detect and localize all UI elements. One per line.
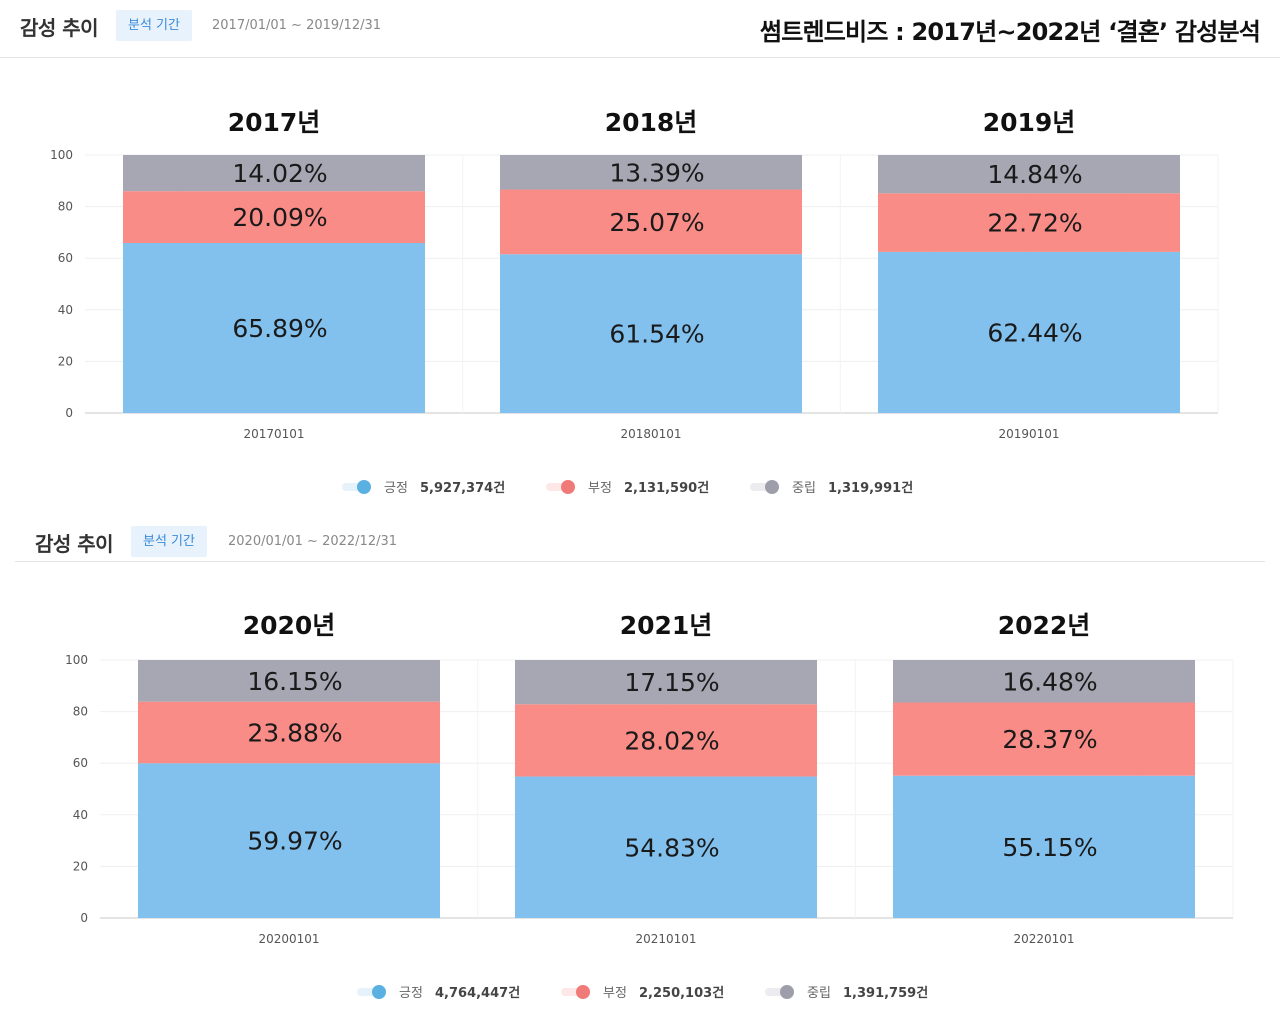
y-tick-label: 20 [58, 354, 73, 368]
data-label-긍정-20180101: 61.54% [609, 320, 704, 349]
data-label-중립-20180101: 13.39% [609, 158, 704, 187]
period-range-2: 2020/01/01 ~ 2022/12/31 [228, 534, 398, 549]
legend-label: 중립 [792, 481, 816, 496]
data-label-부정-20170101: 20.09% [232, 203, 327, 232]
data-label-중립-20170101: 14.02% [232, 159, 327, 188]
data-label-긍정-20170101: 65.89% [232, 314, 327, 343]
legend-item-긍정[interactable]: 긍정 5,927,374건 [342, 480, 505, 496]
legend-dot-icon [372, 985, 386, 999]
legend-count: 2,250,103건 [639, 985, 724, 1001]
year-title: 2022년 [998, 611, 1091, 640]
bar-segment-중립-20180101[interactable] [500, 155, 802, 190]
legend-item-중립[interactable]: 중립 1,319,991건 [750, 480, 913, 496]
data-label-중립-20200101: 16.15% [247, 667, 342, 696]
panel-header-1: 감성 추이 분석 기간 2017/01/01 ~ 2019/12/31 [0, 0, 1280, 56]
y-tick-label: 0 [80, 911, 88, 925]
y-tick-label: 80 [73, 705, 88, 719]
data-label-중립-20190101: 14.84% [987, 160, 1082, 189]
y-tick-label: 60 [58, 251, 73, 265]
legend-count: 5,927,374건 [420, 480, 505, 496]
stacked-bar-chart-2020-2022: 0 20 40 60 80 100 59.97% 23.88% 16.15% 20200101 20… [65, 611, 1234, 1001]
data-label-긍정-20210101: 54.83% [624, 833, 719, 862]
bar-segment-부정-20210101[interactable] [515, 704, 817, 777]
x-tick-label: 20170101 [243, 427, 304, 441]
period-badge-1[interactable]: 분석 기간 [116, 10, 192, 41]
legend-dot-icon [765, 480, 779, 494]
sentiment-panel-2: 감성 추이 분석 기간 2020/01/01 ~ 2022/12/31 0 20 4… [0, 512, 1280, 1023]
y-tick-label: 60 [73, 756, 88, 770]
header-divider-2 [15, 561, 1265, 562]
legend-item-중립[interactable]: 중립 1,391,759건 [765, 985, 928, 1001]
data-label-긍정-20200101: 59.97% [247, 827, 342, 856]
main-title: 썸트렌드비즈 : 2017년~2022년 ‘결혼’ 감성분석 [759, 18, 1261, 46]
legend-dot-icon [357, 480, 371, 494]
x-tick-label: 20220101 [1013, 932, 1074, 946]
data-label-중립-20210101: 17.15% [624, 668, 719, 697]
legend-dot-icon [576, 985, 590, 999]
bar-segment-긍정-20190101[interactable] [878, 251, 1180, 413]
bar-segment-중립-20200101[interactable] [138, 660, 440, 702]
legend-item-긍정[interactable]: 긍정 4,764,447건 [357, 985, 520, 1001]
legend-dot-icon [780, 985, 794, 999]
bar-segment-긍정-20210101[interactable] [515, 776, 817, 918]
data-label-부정-20210101: 28.02% [624, 726, 719, 755]
year-title: 2020년 [243, 611, 336, 640]
bar-segment-긍정-20180101[interactable] [500, 254, 802, 413]
legend-item-부정[interactable]: 부정 2,250,103건 [561, 985, 724, 1001]
legend-count: 1,319,991건 [828, 480, 913, 496]
bar-segment-중립-20190101[interactable] [878, 155, 1180, 194]
legend-count: 1,391,759건 [843, 985, 928, 1001]
data-label-부정-20200101: 23.88% [247, 718, 342, 747]
header-divider-1 [0, 57, 1280, 58]
x-tick-label: 20210101 [635, 932, 696, 946]
x-tick-label: 20180101 [620, 427, 681, 441]
x-tick-label: 20190101 [998, 427, 1059, 441]
sentiment-panel-1: 감성 추이 분석 기간 2017/01/01 ~ 2019/12/31 썸트렌드… [0, 0, 1280, 510]
bar-segment-중립-20210101[interactable] [515, 660, 817, 705]
data-label-중립-20220101: 16.48% [1002, 667, 1097, 696]
period-badge-2[interactable]: 분석 기간 [131, 526, 207, 557]
legend-label: 긍정 [384, 481, 408, 496]
legend-dot-icon [561, 480, 575, 494]
year-title: 2018년 [605, 108, 698, 137]
y-tick-label: 100 [65, 653, 88, 667]
y-tick-label: 20 [73, 859, 88, 873]
legend-count: 4,764,447건 [435, 985, 520, 1001]
y-tick-label: 40 [73, 808, 88, 822]
legend-label: 중립 [807, 986, 831, 1001]
bar-segment-중립-20170101[interactable] [123, 155, 425, 192]
bar-segment-긍정-20200101[interactable] [138, 763, 440, 918]
y-tick-label: 0 [65, 406, 73, 420]
bar-segment-부정-20180101[interactable] [500, 189, 802, 255]
panel-header-2: 감성 추이 분석 기간 2020/01/01 ~ 2022/12/31 [0, 516, 1280, 572]
year-title: 2019년 [983, 108, 1076, 137]
panel-title-2: 감성 추이 [35, 532, 114, 556]
legend-label: 긍정 [399, 986, 423, 1001]
y-tick-label: 100 [50, 148, 73, 162]
bar-segment-긍정-20220101[interactable] [893, 775, 1195, 918]
bar-segment-부정-20200101[interactable] [138, 701, 440, 764]
panel-title-1: 감성 추이 [20, 16, 99, 40]
stacked-bar-chart-2017-2019: 0 20 40 60 80 100 65.89% 20.09% 14.02% 20170101 20… [50, 108, 1219, 496]
bar-segment-긍정-20170101[interactable] [123, 243, 425, 413]
data-label-부정-20180101: 25.07% [609, 208, 704, 237]
y-tick-label: 40 [58, 303, 73, 317]
bar-segment-부정-20220101[interactable] [893, 702, 1195, 776]
year-title: 2017년 [228, 108, 321, 137]
data-label-긍정-20190101: 62.44% [987, 318, 1082, 347]
data-label-부정-20220101: 28.37% [1002, 725, 1097, 754]
y-tick-label: 80 [58, 200, 73, 214]
bar-segment-중립-20220101[interactable] [893, 660, 1195, 703]
data-label-부정-20190101: 22.72% [987, 209, 1082, 238]
legend-item-부정[interactable]: 부정 2,131,590건 [546, 480, 709, 496]
data-label-긍정-20220101: 55.15% [1002, 833, 1097, 862]
legend-label: 부정 [588, 481, 612, 496]
period-range-1: 2017/01/01 ~ 2019/12/31 [212, 18, 382, 33]
legend-label: 부정 [603, 986, 627, 1001]
year-title: 2021년 [620, 611, 713, 640]
bar-segment-부정-20170101[interactable] [123, 191, 425, 244]
legend-count: 2,131,590건 [624, 480, 709, 496]
x-tick-label: 20200101 [258, 932, 319, 946]
bar-segment-부정-20190101[interactable] [878, 193, 1180, 252]
